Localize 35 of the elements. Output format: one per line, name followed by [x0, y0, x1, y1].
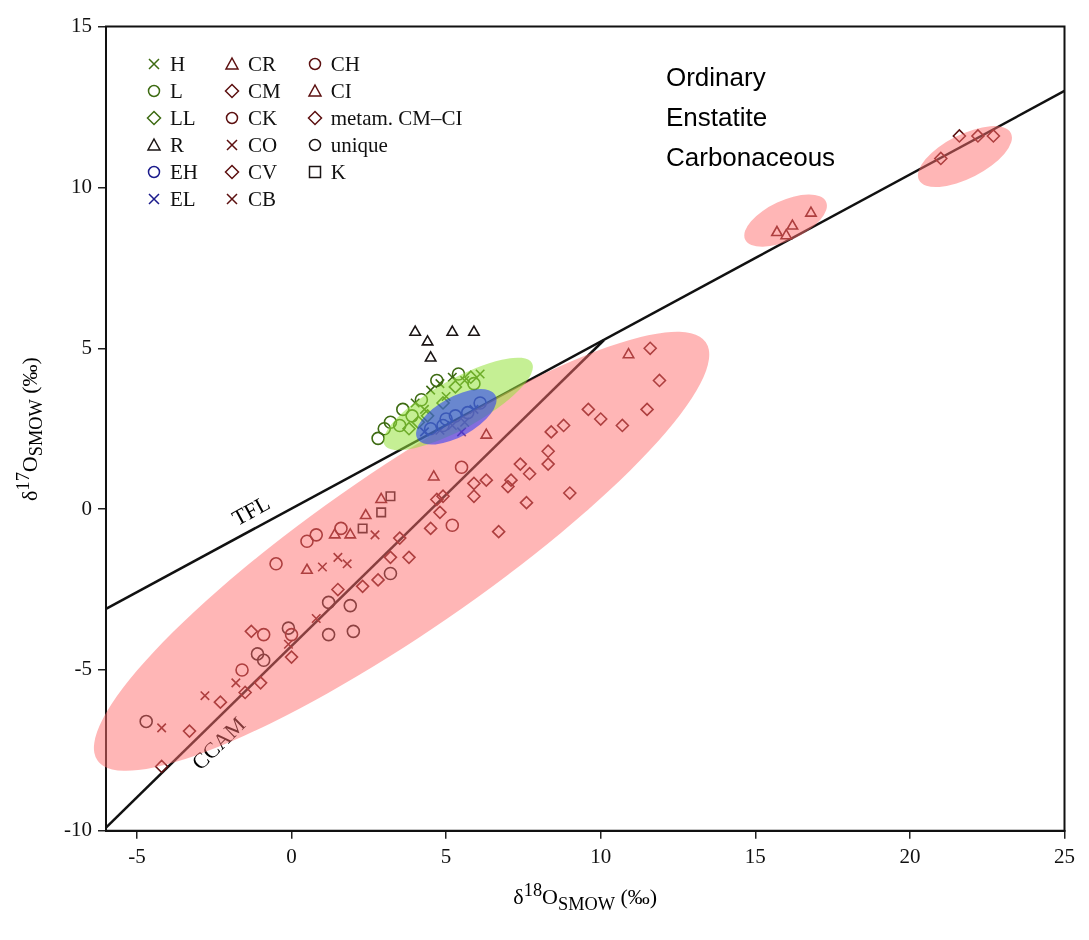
x-tick-label: 0: [286, 843, 297, 868]
annotation: Carbonaceous: [665, 140, 836, 174]
x-tick-label: 20: [899, 843, 921, 868]
y-tick-label: -5: [74, 656, 92, 681]
text: TFL: [227, 490, 275, 531]
legend-label: CV: [247, 159, 278, 185]
x-tick-label: 25: [1054, 843, 1075, 868]
legend-label: R: [169, 132, 184, 158]
x-tick-label: 10: [590, 843, 612, 868]
legend-label: L: [169, 78, 183, 104]
y-tick-label: 10: [70, 173, 92, 198]
x-axis-title: δ$^{18}$O$_{SMOW}$ (‰): [512, 880, 659, 915]
legend-label: EH: [169, 159, 198, 185]
legend-label: CK: [247, 105, 278, 131]
legend-label: LL: [169, 105, 196, 131]
x-tick-label: 5: [440, 843, 452, 868]
y-tick-label: 0: [81, 495, 92, 520]
legend-label: CM: [247, 78, 281, 104]
y-tick-label: 15: [70, 13, 92, 38]
legend-label: metam. CM–CI: [330, 105, 463, 131]
x-tick-label: -5: [128, 843, 146, 868]
legend-label: CO: [247, 132, 278, 158]
legend-label: unique: [330, 132, 388, 158]
legend-label: CH: [330, 51, 360, 77]
legend-label: H: [169, 51, 186, 77]
x-tick-label: 15: [744, 843, 766, 868]
annotation: Enstatite: [665, 100, 769, 134]
legend-label: CR: [247, 51, 276, 77]
legend-label: K: [330, 159, 346, 185]
y-tick-label: -10: [63, 817, 92, 842]
legend-label: EL: [169, 186, 196, 212]
legend-label: CB: [247, 186, 276, 212]
annotation: Ordinary: [665, 60, 767, 94]
legend-label: CI: [330, 78, 352, 104]
y-tick-label: 5: [81, 334, 92, 359]
